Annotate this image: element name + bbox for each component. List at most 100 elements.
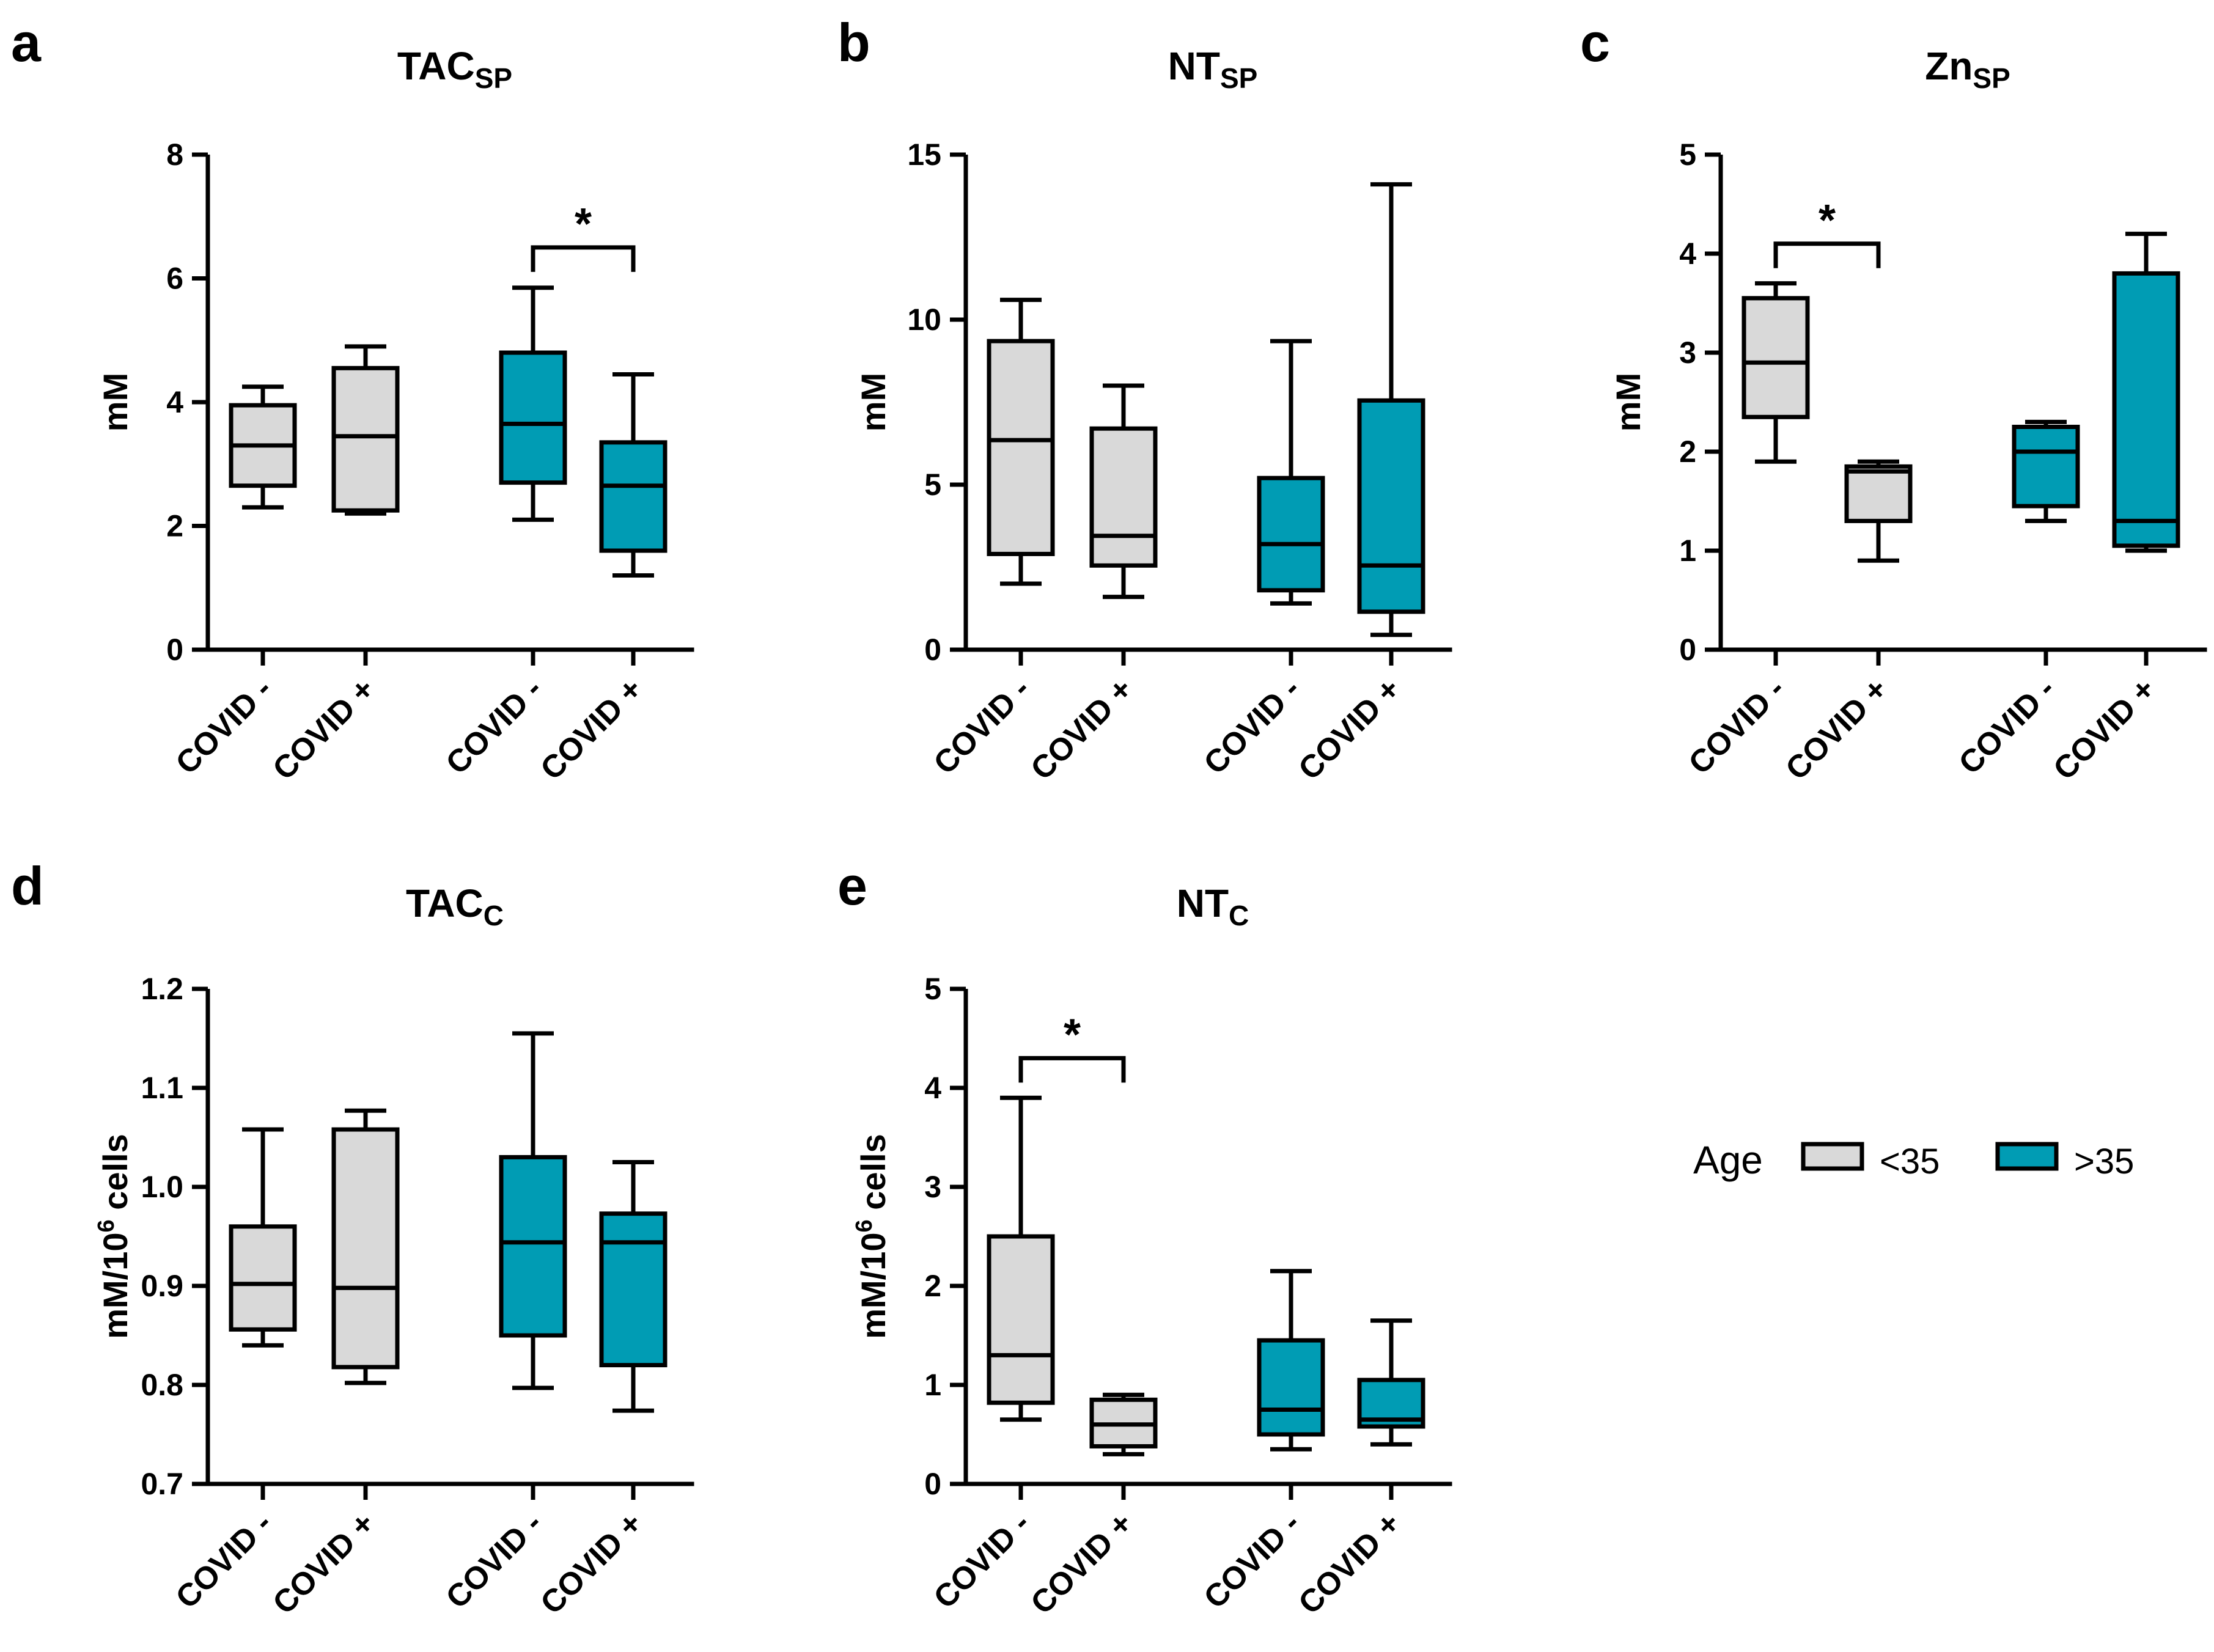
y-tick-label: 1 xyxy=(1679,534,1696,568)
x-tick-label: COVID - xyxy=(439,671,550,781)
y-tick-label: 0.9 xyxy=(141,1269,183,1303)
box-1 xyxy=(1844,459,1913,563)
title-sub: SP xyxy=(475,62,512,94)
box-3 xyxy=(1357,1318,1425,1447)
x-tick-label: COVID - xyxy=(169,671,279,781)
significance-star: * xyxy=(575,200,592,249)
y-tick-label: 10 xyxy=(907,303,941,337)
box-iqr xyxy=(987,339,1055,556)
box-0 xyxy=(987,298,1055,586)
x-tick-label: COVID + xyxy=(1024,1505,1139,1621)
x-tick-label: COVID - xyxy=(927,671,1037,781)
chart-title: TACC xyxy=(406,881,504,931)
y-tick-label: 1.0 xyxy=(141,1170,183,1204)
x-tick-label: COVID - xyxy=(1952,671,2062,781)
chart-title: NTSP xyxy=(1168,44,1258,94)
box-0 xyxy=(1741,281,1810,464)
y-tick-label: 8 xyxy=(166,138,183,172)
y-tick-label: 2 xyxy=(924,1269,941,1303)
box-0 xyxy=(229,384,297,510)
box-iqr xyxy=(229,1224,297,1332)
x-tick-label: COVID + xyxy=(2047,671,2162,787)
chart-title: TACSP xyxy=(397,44,512,94)
x-tick-label: COVID + xyxy=(534,671,649,787)
title-sub: C xyxy=(1229,900,1249,931)
y-tick-label: 2 xyxy=(1679,435,1696,469)
box-iqr xyxy=(1257,1338,1325,1437)
box-iqr xyxy=(1089,426,1158,568)
box-iqr xyxy=(499,1155,567,1338)
box-iqr xyxy=(599,1211,668,1368)
y-tick-label: 2 xyxy=(166,509,183,543)
box-iqr xyxy=(987,1234,1055,1405)
box-iqr xyxy=(331,365,400,513)
box-0 xyxy=(229,1127,297,1348)
box-2 xyxy=(1257,339,1325,606)
y-tick-label: 0.8 xyxy=(141,1368,183,1402)
x-tick-label: COVID + xyxy=(534,1505,649,1621)
y-tick-label: 15 xyxy=(907,138,941,172)
legend-title: Age xyxy=(1693,1138,1763,1182)
title-sub: C xyxy=(484,900,504,931)
y-axis-label: mM xyxy=(96,373,134,431)
y-tick-label: 1.1 xyxy=(141,1071,183,1105)
y-tick-label: 0 xyxy=(166,633,183,667)
significance-bracket xyxy=(1773,241,1881,268)
x-tick-label: COVID + xyxy=(266,671,381,787)
box-iqr xyxy=(1741,296,1810,419)
x-tick-label: COVID + xyxy=(1292,1505,1407,1621)
panel-letter-d: d xyxy=(11,856,44,916)
x-tick-label: COVID + xyxy=(1779,671,1894,787)
x-tick-label: COVID - xyxy=(1197,1505,1307,1615)
y-axis-label: mM xyxy=(1609,373,1647,431)
box-2 xyxy=(2012,419,2080,523)
box-2 xyxy=(499,285,567,522)
x-tick-label: COVID + xyxy=(1024,671,1139,787)
y-tick-label: 3 xyxy=(1679,336,1696,370)
box-iqr xyxy=(2012,425,2080,508)
box-0 xyxy=(987,1095,1055,1422)
y-tick-label: 5 xyxy=(924,468,941,502)
chart-title: ZnSP xyxy=(1925,44,2010,94)
box-iqr xyxy=(1257,475,1325,593)
x-tick-label: COVID + xyxy=(1292,671,1407,787)
box-iqr xyxy=(1844,464,1913,523)
y-tick-label: 5 xyxy=(924,972,941,1006)
x-tick-label: COVID - xyxy=(439,1505,550,1615)
y-tick-label: 4 xyxy=(1679,237,1696,271)
panel-letter-b: b xyxy=(837,12,870,73)
significance-star: * xyxy=(1064,1010,1081,1059)
significance-bracket xyxy=(531,245,636,272)
title-sub: SP xyxy=(1973,62,2010,94)
legend-label-young: <35 xyxy=(1880,1142,1940,1181)
legend-swatch-old xyxy=(1995,1142,2059,1171)
box-iqr xyxy=(331,1127,400,1370)
title-main: NT xyxy=(1177,881,1229,925)
y-tick-label: 5 xyxy=(1679,138,1696,172)
box-1 xyxy=(1089,383,1158,600)
significance-star: * xyxy=(1819,196,1836,245)
x-tick-label: COVID - xyxy=(1682,671,1792,781)
y-tick-label: 0.7 xyxy=(141,1467,183,1501)
y-tick-label: 1.2 xyxy=(141,972,183,1006)
y-tick-label: 3 xyxy=(924,1170,941,1204)
title-sub: SP xyxy=(1220,62,1257,94)
box-3 xyxy=(599,372,668,578)
y-tick-label: 0 xyxy=(924,1467,941,1501)
y-axis-label: mM xyxy=(854,373,892,431)
title-main: TAC xyxy=(406,881,484,925)
y-tick-label: 0 xyxy=(924,633,941,667)
y-tick-label: 1 xyxy=(924,1368,941,1402)
x-tick-label: COVID - xyxy=(927,1505,1037,1615)
box-iqr xyxy=(599,440,668,553)
title-main: Zn xyxy=(1925,44,1973,88)
panel-letter-a: a xyxy=(11,12,42,73)
